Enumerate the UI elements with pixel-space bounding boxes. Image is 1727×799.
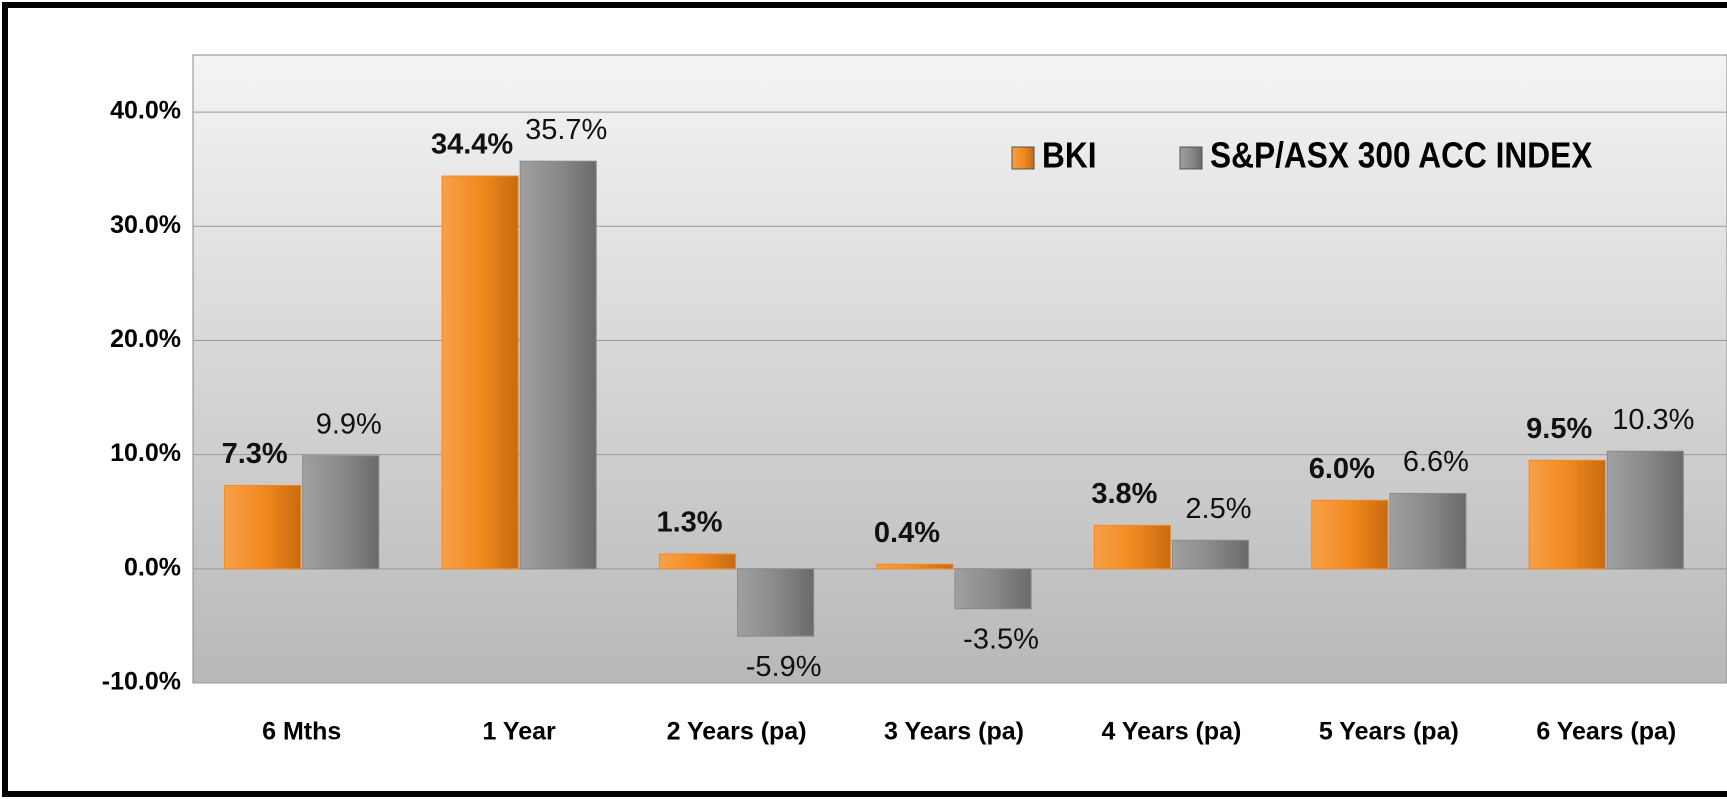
bar <box>441 175 519 570</box>
data-label: 9.5% <box>1526 413 1592 445</box>
data-label: 7.3% <box>222 438 288 470</box>
legend-swatch <box>1011 146 1035 170</box>
data-label: 35.7% <box>525 114 607 146</box>
data-label: 6.0% <box>1309 453 1375 485</box>
y-tick-label: 40.0% <box>110 97 181 125</box>
bar <box>658 553 737 570</box>
bar <box>1606 450 1684 570</box>
bar <box>1171 539 1250 570</box>
bar <box>1093 524 1171 570</box>
data-label: 0.4% <box>874 517 940 549</box>
bar <box>1311 499 1389 570</box>
x-tick-label: 5 Years (pa) <box>1319 718 1459 746</box>
legend-swatch <box>1179 146 1203 170</box>
data-label: -5.9% <box>746 651 822 683</box>
y-tick-label: 0.0% <box>124 553 181 581</box>
x-tick-label: 4 Years (pa) <box>1101 718 1241 746</box>
bar <box>519 160 597 570</box>
data-label: 10.3% <box>1612 404 1694 436</box>
data-label: 6.6% <box>1403 446 1469 478</box>
data-label: 3.8% <box>1091 478 1157 510</box>
data-label: 2.5% <box>1185 493 1251 525</box>
data-label: 1.3% <box>656 507 722 539</box>
data-label: 34.4% <box>431 129 513 161</box>
legend-label: S&P/ASX 300 ACC INDEX <box>1210 136 1593 176</box>
x-tick-label: 1 Year <box>483 718 557 746</box>
x-tick-label: 3 Years (pa) <box>884 718 1024 746</box>
bar <box>876 563 954 570</box>
y-tick-label: -10.0% <box>102 668 181 696</box>
bar <box>302 455 380 570</box>
data-label: -3.5% <box>963 623 1039 655</box>
y-tick-label: 30.0% <box>110 211 181 239</box>
x-tick-label: 2 Years (pa) <box>667 718 807 746</box>
data-label: 9.9% <box>316 408 382 440</box>
bar <box>224 484 302 570</box>
legend-label: BKI <box>1042 136 1097 176</box>
bar <box>1389 492 1467 570</box>
x-tick-label: 6 Years (pa) <box>1536 718 1676 746</box>
bar <box>1528 459 1606 570</box>
y-tick-label: 20.0% <box>110 325 181 353</box>
bar <box>954 568 1032 610</box>
bar <box>737 568 815 637</box>
x-tick-label: 6 Mths <box>262 718 341 746</box>
y-tick-label: 10.0% <box>110 439 181 467</box>
